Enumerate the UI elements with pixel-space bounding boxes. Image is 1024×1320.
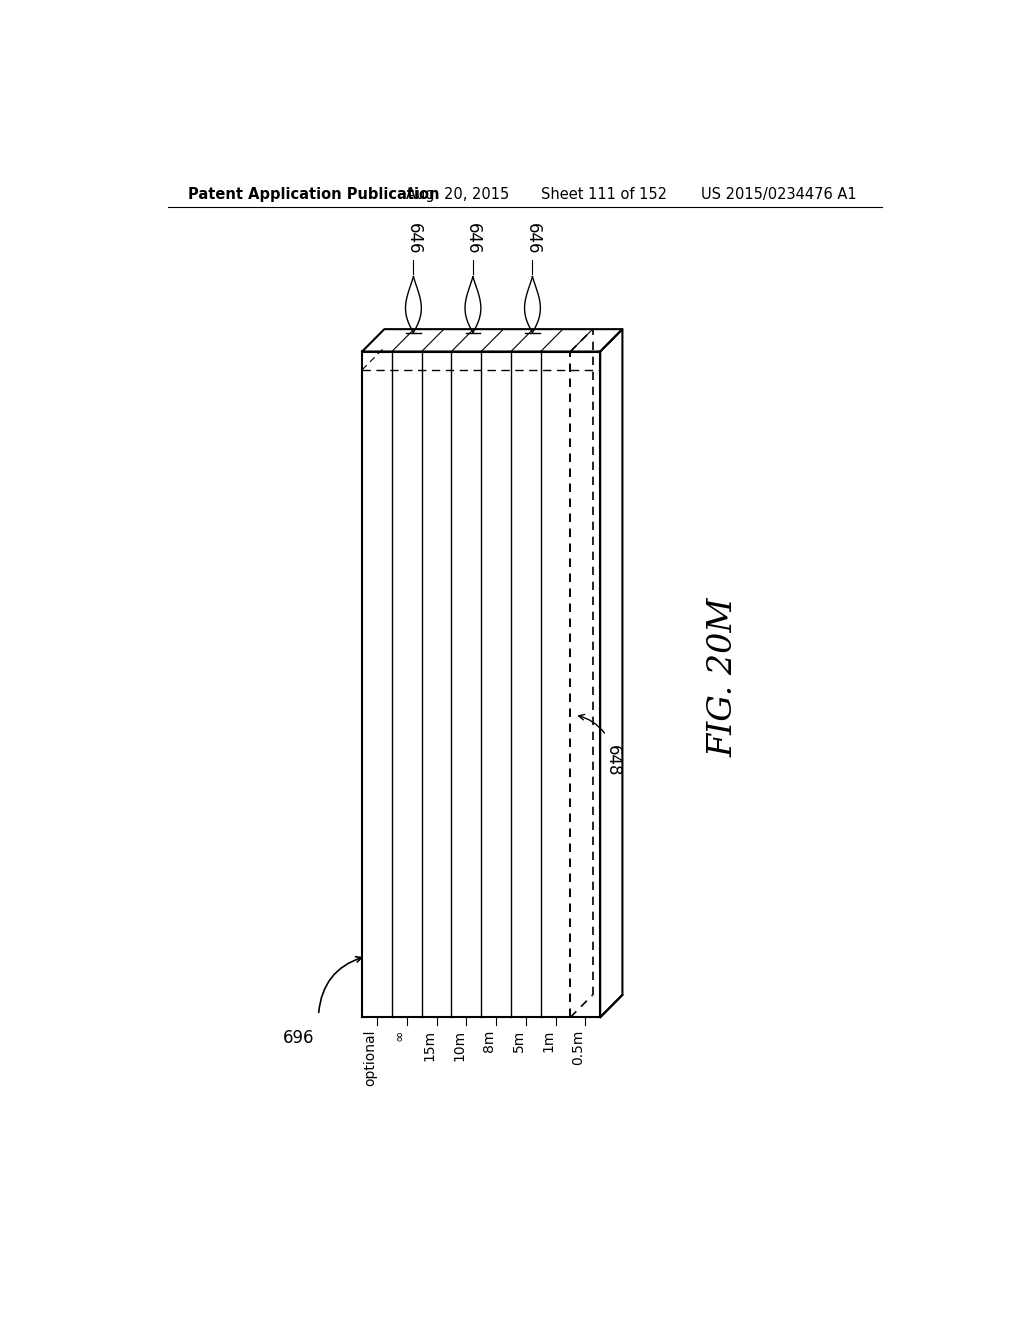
- Text: Sheet 111 of 152: Sheet 111 of 152: [541, 187, 668, 202]
- Text: Aug. 20, 2015: Aug. 20, 2015: [406, 187, 509, 202]
- Text: 1m: 1m: [542, 1030, 556, 1052]
- Text: 648: 648: [603, 746, 622, 777]
- Text: 15m: 15m: [423, 1030, 436, 1060]
- Text: 0.5m: 0.5m: [571, 1030, 586, 1065]
- Text: 10m: 10m: [453, 1030, 466, 1060]
- Text: ∞: ∞: [393, 1030, 407, 1041]
- Text: US 2015/0234476 A1: US 2015/0234476 A1: [701, 187, 856, 202]
- Text: optional: optional: [362, 1030, 377, 1086]
- Text: 646: 646: [464, 223, 482, 255]
- Text: FIG. 20M: FIG. 20M: [708, 597, 739, 756]
- Text: 696: 696: [283, 1028, 314, 1047]
- Text: 8m: 8m: [482, 1030, 496, 1052]
- Text: 5m: 5m: [512, 1030, 525, 1052]
- Text: 646: 646: [523, 223, 542, 255]
- Text: 646: 646: [404, 223, 423, 255]
- Text: Patent Application Publication: Patent Application Publication: [187, 187, 439, 202]
